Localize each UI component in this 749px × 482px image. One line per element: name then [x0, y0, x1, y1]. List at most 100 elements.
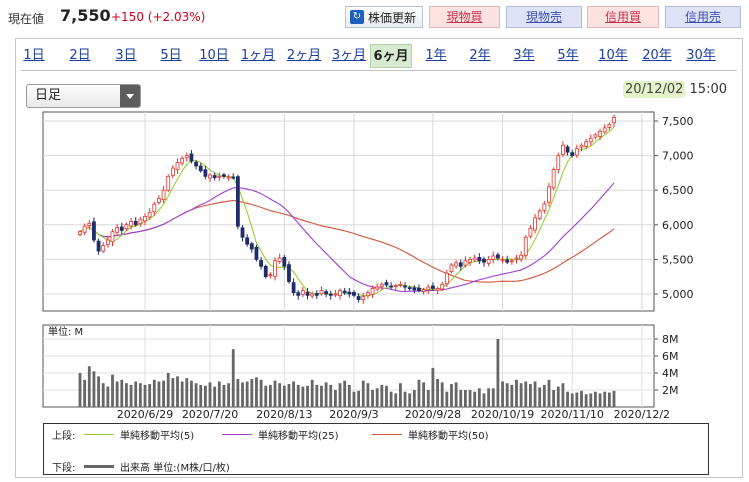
volume-bar	[185, 378, 189, 407]
margin-buy-button[interactable]: 信用買	[587, 6, 659, 28]
cash-sell-button[interactable]: 現物売	[506, 6, 582, 28]
volume-bar	[329, 384, 333, 407]
tab-20y[interactable]: 20年	[642, 48, 672, 63]
candle-body	[505, 259, 510, 263]
candle-body	[458, 262, 463, 267]
volume-bar	[607, 392, 611, 407]
tab-30y[interactable]: 30年	[686, 48, 716, 63]
volume-bar	[115, 381, 119, 407]
candle-body	[472, 257, 477, 261]
volume-bar	[556, 386, 560, 407]
volume-bar	[366, 383, 370, 407]
tab-2d[interactable]: 2日	[69, 48, 91, 63]
tab-2m[interactable]: 2ヶ月	[286, 48, 322, 63]
ma50-swatch	[372, 434, 402, 435]
date-tick-label: 2020/12/2	[614, 408, 670, 421]
candle-body	[87, 223, 92, 227]
tab-1y[interactable]: 1年	[425, 48, 447, 63]
volume-bar	[496, 339, 500, 407]
tab-3y[interactable]: 3年	[513, 48, 535, 63]
candle-body	[444, 272, 449, 285]
cash-buy-button[interactable]: 現物買	[429, 6, 500, 28]
candle-body	[124, 224, 129, 230]
candle-body	[333, 293, 338, 296]
volume-bar	[482, 393, 486, 407]
candle-body	[440, 283, 445, 290]
tab-2y[interactable]: 2年	[469, 48, 491, 63]
volume-bar	[464, 390, 467, 407]
volume-bar	[450, 384, 453, 407]
tab-1m[interactable]: 1ヶ月	[240, 48, 276, 63]
legend-upper-label: 上段:	[52, 431, 76, 442]
candle-body	[407, 287, 412, 290]
tab-5d[interactable]: 5日	[160, 48, 182, 63]
candle-body	[588, 137, 593, 143]
volume-bar	[552, 390, 556, 407]
tab-5y[interactable]: 5年	[557, 48, 579, 63]
tab-3d[interactable]: 3日	[115, 48, 137, 63]
candle-body	[157, 198, 161, 203]
candle-body	[370, 288, 375, 295]
candle-body	[203, 169, 208, 177]
volume-tick-label: 4M	[662, 367, 679, 380]
legend-ma50: 単純移動平均(50)	[372, 427, 489, 442]
volume-bar	[190, 380, 193, 407]
candle-body	[198, 165, 203, 172]
candle-body	[612, 117, 616, 124]
candle-body	[259, 260, 263, 267]
legend-ma25: 単純移動平均(25)	[222, 427, 339, 442]
candle-period-select[interactable]: 日足	[26, 84, 141, 108]
volume-bar	[333, 390, 337, 407]
tab-10y[interactable]: 10年	[598, 48, 628, 63]
volume-bar	[203, 385, 207, 407]
candle-body	[584, 141, 589, 147]
candle-body	[389, 285, 394, 288]
refresh-price-button[interactable]: ↻ 株価更新	[345, 6, 423, 28]
volume-bar	[491, 388, 495, 407]
volume-bar	[301, 386, 305, 407]
candle-body	[254, 246, 259, 260]
candle-body	[115, 227, 120, 233]
volume-bar	[408, 393, 412, 407]
candle-body	[263, 265, 268, 278]
volume-bar	[134, 381, 138, 407]
volume-bar	[97, 376, 100, 407]
tab-3m[interactable]: 3ヶ月	[331, 48, 367, 63]
candle-body	[468, 258, 472, 263]
candle-body	[314, 293, 319, 296]
volume-bar	[589, 393, 593, 407]
candle-body	[528, 227, 533, 237]
margin-sell-button[interactable]: 信用売	[665, 6, 741, 28]
candle-body	[119, 226, 124, 231]
volume-tick-label: 8M	[662, 333, 679, 346]
volume-bar	[477, 388, 481, 407]
candle-body	[551, 169, 556, 189]
tab-10d[interactable]: 10日	[199, 48, 229, 63]
candle-body	[570, 152, 575, 157]
tab-1d[interactable]: 1日	[23, 48, 45, 63]
candle-body	[147, 211, 152, 218]
volume-bar	[385, 385, 388, 407]
candle-body	[180, 157, 185, 164]
legend-lower-label: 下段:	[52, 463, 76, 474]
volume-bar	[612, 390, 616, 407]
candle-body	[375, 286, 380, 290]
candle-body	[547, 186, 551, 203]
legend-ma5: 単純移動平均(5)	[84, 427, 194, 442]
volume-bar	[371, 390, 374, 407]
volume-bar	[566, 391, 569, 407]
candle-body	[82, 225, 87, 233]
volume-bar	[282, 385, 286, 407]
tab-6m[interactable]: 6ヶ月	[370, 44, 412, 68]
price-tick-label: 6,500	[662, 184, 694, 197]
volume-bar	[524, 381, 528, 407]
candle-body	[161, 189, 166, 201]
candle-body	[565, 146, 570, 153]
volume-bar	[231, 349, 235, 407]
candle-body	[133, 220, 138, 226]
candlesticks	[78, 114, 616, 304]
candle-body	[319, 290, 324, 295]
volume-bar	[459, 390, 463, 407]
volume-bar	[436, 378, 439, 407]
